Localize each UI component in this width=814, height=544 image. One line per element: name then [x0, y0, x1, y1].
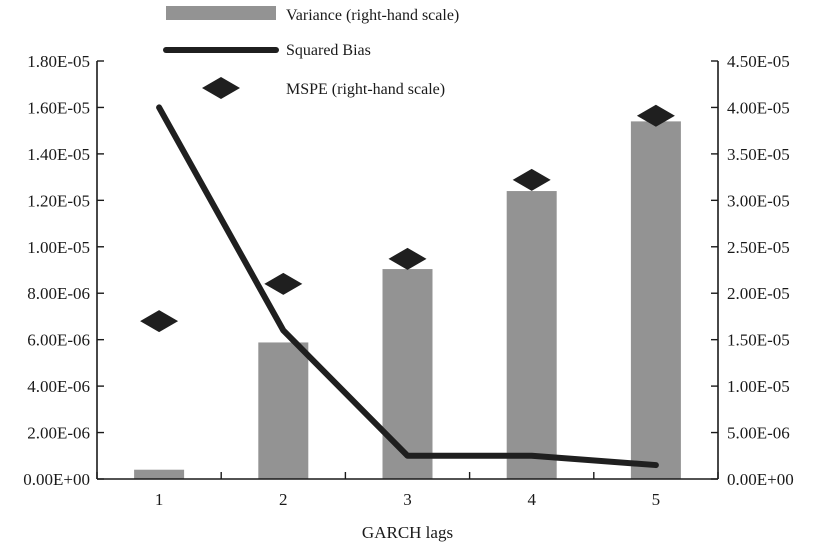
legend: Variance (right-hand scale) Squared Bias M…: [163, 6, 459, 99]
right-tick-label: 2.00E-05: [727, 284, 790, 303]
mspe-marker-4: [512, 168, 551, 191]
squared-bias-polyline: [156, 104, 659, 469]
variance-bar-5: [630, 121, 681, 479]
variance-bars: [134, 121, 681, 480]
right-tick-label: 4.50E-05: [727, 52, 790, 71]
axes: [96, 60, 719, 480]
x-tick-label-5: 5: [652, 490, 661, 509]
x-tick-label-2: 2: [279, 490, 288, 509]
variance-bar-2: [258, 342, 309, 479]
right-tick-label: 0.00E+00: [727, 470, 794, 489]
right-tick-label: 1.50E-05: [727, 331, 790, 350]
right-tick-label: 2.50E-05: [727, 238, 790, 257]
legend-variance-label: Variance (right-hand scale): [286, 7, 459, 24]
x-tick-label-4: 4: [527, 490, 536, 509]
left-tick-label: 1.60E-05: [27, 98, 90, 117]
legend-bias-label: Squared Bias: [286, 42, 371, 59]
left-tick-label: 1.20E-05: [27, 191, 90, 210]
left-tick-label: 6.00E-06: [27, 331, 90, 350]
squared-bias-line: [156, 104, 659, 469]
left-tick-label: 1.40E-05: [27, 145, 90, 164]
right-tick-label: 4.00E-05: [727, 98, 790, 117]
mspe-marker-2: [264, 272, 303, 295]
left-tick-label: 8.00E-06: [27, 284, 90, 303]
variance-bar-4: [506, 191, 557, 480]
mspe-marker-5: [636, 104, 675, 127]
x-tick-label-3: 3: [403, 490, 412, 509]
left-tick-label: 1.00E-05: [27, 238, 90, 257]
mspe-markers: [140, 104, 675, 333]
mspe-marker-1: [140, 310, 179, 333]
mspe-marker-3: [388, 247, 427, 270]
left-tick-label: 2.00E-06: [27, 424, 90, 443]
legend-variance-swatch: [166, 6, 276, 20]
legend-mspe-label: MSPE (right-hand scale): [286, 81, 445, 98]
variance-bar-3: [382, 269, 433, 479]
x-tick-label-1: 1: [155, 490, 164, 509]
right-tick-label: 3.00E-05: [727, 191, 790, 210]
axis-labels: 0.00E+00 2.00E-06 4.00E-06 6.00E-06 8.00E-06…: [23, 52, 793, 542]
legend-mspe-swatch: [202, 77, 240, 99]
left-tick-label: 4.00E-06: [27, 377, 90, 396]
right-tick-label: 5.00E-06: [727, 424, 790, 443]
variance-bar-1: [134, 469, 185, 479]
left-tick-label: 0.00E+00: [23, 470, 90, 489]
right-tick-label: 1.00E-05: [727, 377, 790, 396]
x-axis-title: GARCH lags: [362, 523, 453, 542]
left-tick-label: 1.80E-05: [27, 52, 90, 71]
right-tick-label: 3.50E-05: [727, 145, 790, 164]
